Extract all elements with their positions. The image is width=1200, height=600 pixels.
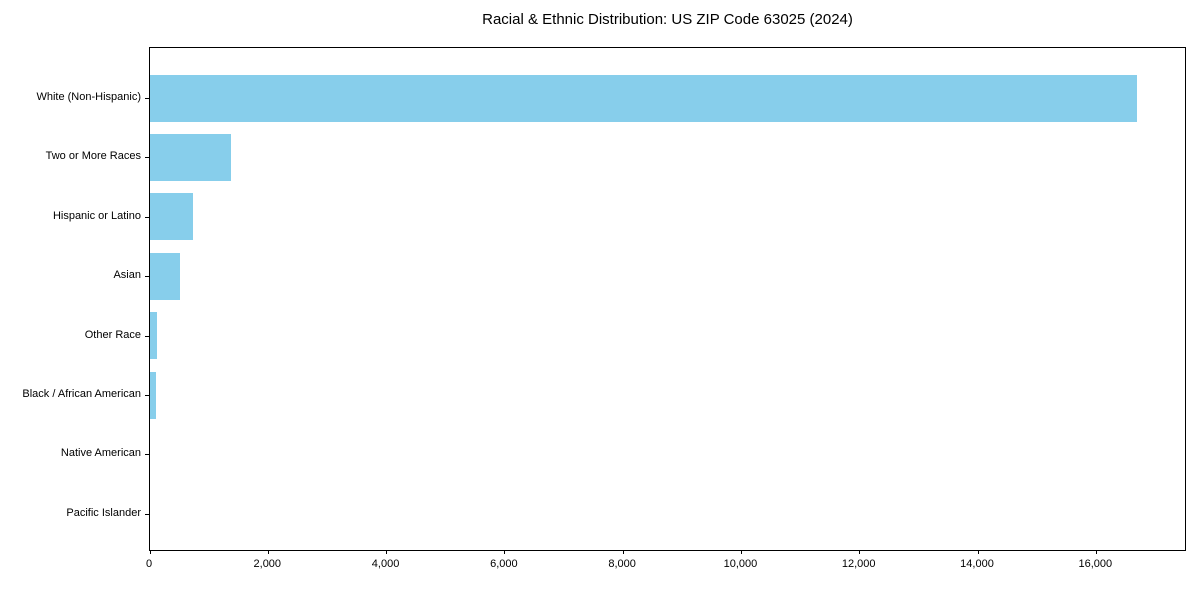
y-tick-label: Other Race bbox=[84, 328, 141, 341]
bar-asian bbox=[150, 252, 180, 300]
x-tick-label: 12,000 bbox=[841, 558, 876, 570]
bar-white-non-hispanic bbox=[150, 74, 1137, 122]
y-tick-mark bbox=[145, 335, 149, 337]
x-axis-labels: 0 2,000 4,000 6,000 8,000 10,000 12,000 14,000 1… bbox=[146, 558, 1184, 578]
y-tick-mark bbox=[145, 98, 149, 99]
y-tick-mark bbox=[145, 157, 149, 159]
y-tick-label: Asian bbox=[113, 269, 141, 282]
bar-hispanic-or-latino bbox=[150, 193, 193, 241]
y-tick-label: Pacific Islander bbox=[66, 506, 141, 519]
x-tick-mark bbox=[622, 550, 624, 554]
y-axis-labels: White (Non-Hispanic) Two or More Races His… bbox=[0, 47, 141, 551]
y-tick-label: White (Non-Hispanic) bbox=[36, 91, 141, 103]
x-tick-label: 14,000 bbox=[960, 558, 994, 570]
plot-area bbox=[145, 47, 1186, 554]
x-tick-label: 2,000 bbox=[253, 558, 282, 570]
y-tick-label: Two or More Races bbox=[45, 150, 141, 163]
x-tick-label: 6,000 bbox=[490, 558, 518, 570]
x-tick-mark bbox=[504, 550, 506, 554]
x-tick-label: 16,000 bbox=[1078, 558, 1113, 570]
y-tick-label: Black / African American bbox=[22, 388, 141, 400]
y-tick-mark bbox=[145, 513, 149, 515]
x-tick-mark bbox=[386, 550, 388, 554]
x-tick-label: 8,000 bbox=[608, 558, 636, 570]
y-tick-label: Native American bbox=[60, 447, 141, 460]
x-tick-mark bbox=[859, 550, 861, 554]
x-tick-label: 0 bbox=[145, 558, 153, 570]
x-tick-label: 4,000 bbox=[371, 558, 400, 570]
x-tick-label: 10,000 bbox=[723, 558, 758, 570]
x-tick-mark bbox=[150, 550, 151, 554]
y-tick-mark bbox=[145, 454, 149, 456]
bar-black-african-american bbox=[150, 371, 157, 419]
bar-two-or-more-races bbox=[150, 133, 231, 181]
x-tick-mark bbox=[267, 550, 269, 554]
y-tick-mark bbox=[145, 395, 149, 396]
x-tick-mark bbox=[1095, 550, 1097, 554]
bar-other-race bbox=[150, 312, 157, 360]
x-tick-mark bbox=[740, 550, 742, 554]
y-tick-label: Hispanic or Latino bbox=[52, 209, 141, 222]
chart-title: Racial & Ethnic Distribution: US ZIP Cod… bbox=[482, 11, 853, 28]
y-tick-mark bbox=[145, 276, 149, 278]
x-tick-mark bbox=[977, 550, 979, 554]
y-tick-mark bbox=[145, 216, 149, 218]
